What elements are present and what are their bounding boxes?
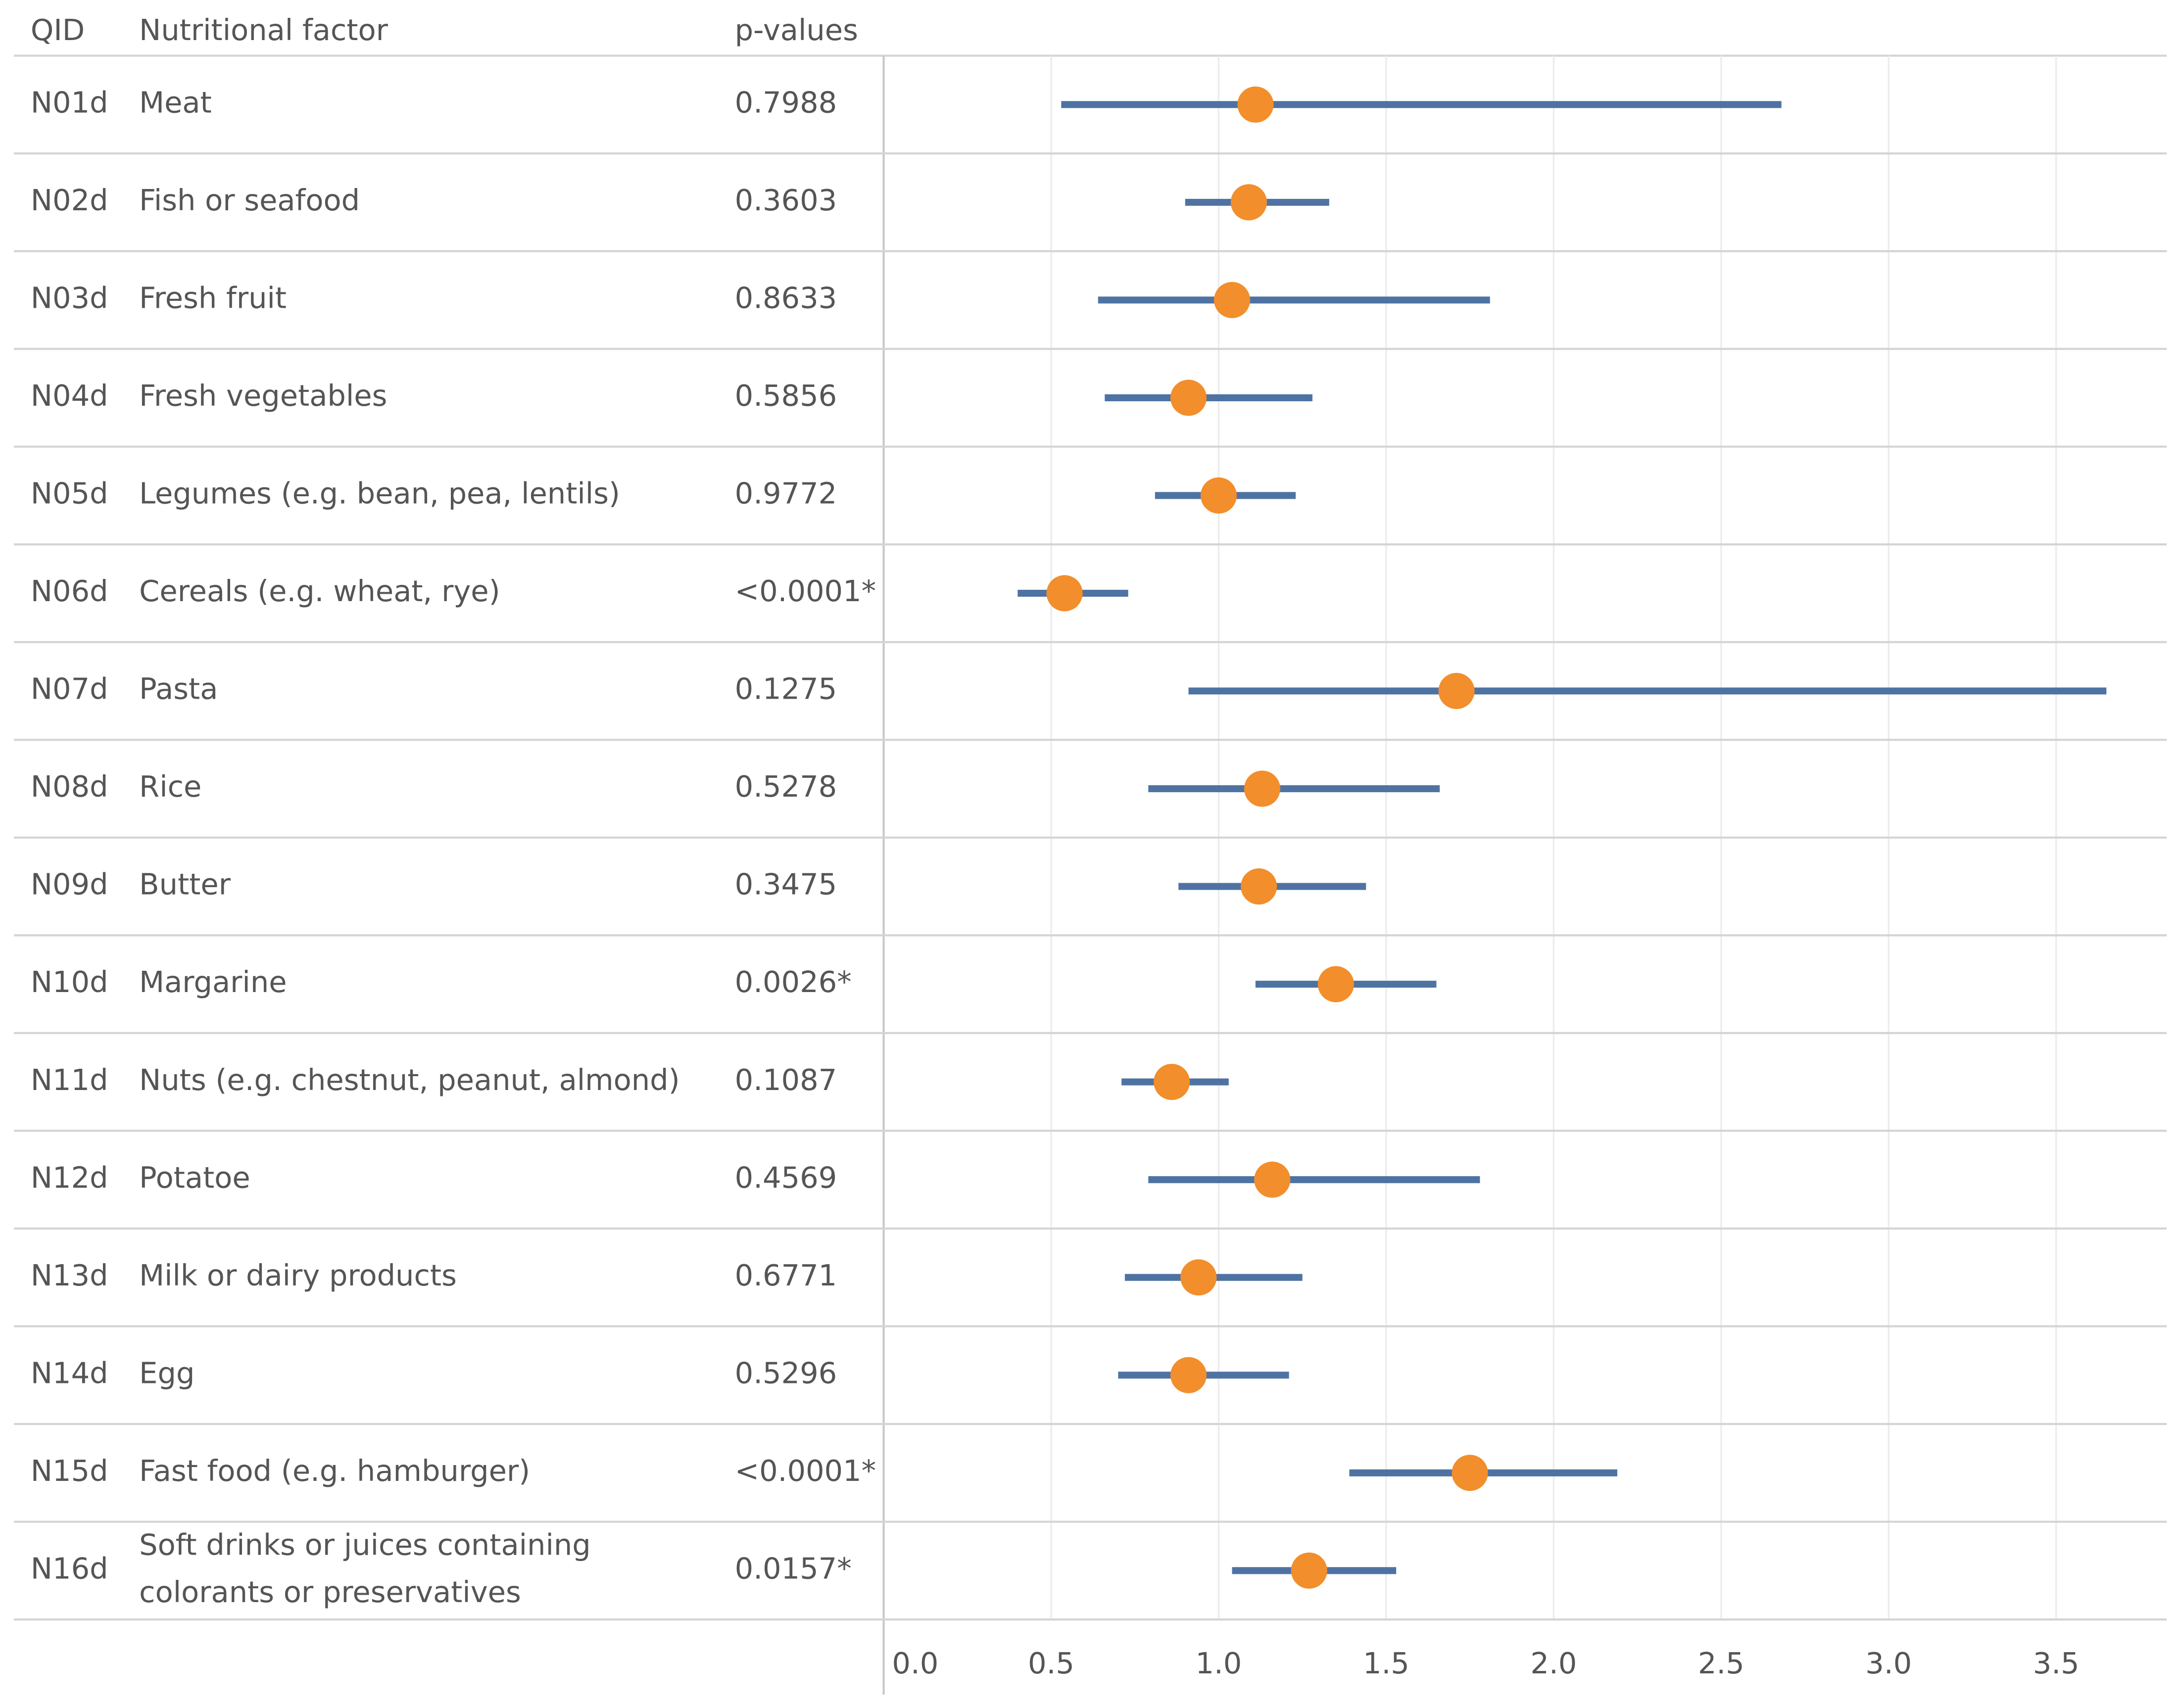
p-value: 0.3603 bbox=[735, 183, 837, 217]
x-tick-label: 3.0 bbox=[1865, 1646, 1912, 1680]
column-header: QID bbox=[31, 13, 85, 47]
column-header: Nutritional factor bbox=[139, 13, 388, 47]
p-value: 0.0157* bbox=[735, 1551, 852, 1585]
qid: N04d bbox=[31, 379, 108, 413]
point-estimate bbox=[1237, 86, 1274, 123]
qid: N05d bbox=[31, 476, 108, 511]
factor: Margarine bbox=[139, 965, 287, 999]
qid: N10d bbox=[31, 965, 108, 999]
qid: N13d bbox=[31, 1258, 108, 1292]
p-value: 0.8633 bbox=[735, 281, 837, 315]
p-value: 0.0026* bbox=[735, 965, 852, 999]
qid: N03d bbox=[31, 281, 108, 315]
qid: N11d bbox=[31, 1063, 108, 1097]
factor: Potatoe bbox=[139, 1160, 250, 1194]
x-tick-label: 0.5 bbox=[1028, 1646, 1074, 1680]
point-estimate bbox=[1154, 1064, 1190, 1100]
x-tick-label: 2.5 bbox=[1698, 1646, 1745, 1680]
point-estimate bbox=[1170, 1357, 1207, 1393]
column-header: p-values bbox=[735, 13, 858, 47]
x-tick-label: 0.0 bbox=[892, 1646, 938, 1680]
p-value: 0.5856 bbox=[735, 379, 837, 413]
point-estimate bbox=[1241, 868, 1277, 905]
point-estimate bbox=[1170, 380, 1207, 416]
point-estimate bbox=[1438, 672, 1475, 710]
qid: N07d bbox=[31, 672, 108, 706]
point-estimate bbox=[1244, 770, 1280, 807]
x-tick-label: 3.5 bbox=[2033, 1646, 2080, 1680]
factor: Legumes (e.g. bean, pea, lentils) bbox=[139, 476, 620, 511]
factor: Milk or dairy products bbox=[139, 1258, 457, 1292]
p-value: <0.0001* bbox=[735, 574, 876, 608]
point-estimate bbox=[1317, 966, 1354, 1002]
p-value: 0.5296 bbox=[735, 1356, 837, 1390]
p-value: 0.7988 bbox=[735, 85, 837, 119]
factor: Egg bbox=[139, 1356, 194, 1390]
qid: N14d bbox=[31, 1356, 108, 1390]
qid: N16d bbox=[31, 1551, 108, 1585]
point-estimate bbox=[1200, 477, 1237, 514]
point-estimate bbox=[1254, 1161, 1291, 1198]
factor: Butter bbox=[139, 867, 231, 901]
qid: N15d bbox=[31, 1454, 108, 1488]
factor: Rice bbox=[139, 769, 201, 804]
point-estimate bbox=[1452, 1455, 1488, 1491]
point-estimate bbox=[1230, 184, 1267, 221]
x-tick-label: 1.5 bbox=[1363, 1646, 1409, 1680]
factor: Soft drinks or juices containing coloran… bbox=[139, 1528, 600, 1610]
factor: Cereals (e.g. wheat, rye) bbox=[139, 574, 500, 608]
x-tick-label: 2.0 bbox=[1530, 1646, 1577, 1680]
factor: Meat bbox=[139, 85, 212, 119]
qid: N12d bbox=[31, 1160, 108, 1194]
point-estimate bbox=[1046, 575, 1083, 612]
factor: Fresh vegetables bbox=[139, 379, 387, 413]
p-value: <0.0001* bbox=[735, 1454, 876, 1488]
qid: N02d bbox=[31, 183, 108, 217]
point-estimate bbox=[1213, 282, 1251, 318]
p-value: 0.9772 bbox=[735, 476, 837, 511]
qid: N06d bbox=[31, 574, 108, 608]
point-estimate bbox=[1180, 1259, 1217, 1296]
qid: N08d bbox=[31, 769, 108, 804]
factor: Pasta bbox=[139, 672, 218, 706]
p-value: 0.6771 bbox=[735, 1258, 837, 1292]
factor: Fresh fruit bbox=[139, 281, 287, 315]
p-value: 0.3475 bbox=[735, 867, 837, 901]
factor: Fish or seafood bbox=[139, 183, 360, 217]
p-value: 0.5278 bbox=[735, 769, 837, 804]
factor: Fast food (e.g. hamburger) bbox=[139, 1454, 530, 1488]
p-value: 0.4569 bbox=[735, 1160, 837, 1194]
point-estimate bbox=[1291, 1552, 1327, 1589]
qid: N09d bbox=[31, 867, 108, 901]
x-tick-label: 1.0 bbox=[1195, 1646, 1242, 1680]
qid: N01d bbox=[31, 85, 108, 119]
factor: Nuts (e.g. chestnut, peanut, almond) bbox=[139, 1063, 680, 1097]
p-value: 0.1087 bbox=[735, 1063, 837, 1097]
p-value: 0.1275 bbox=[735, 672, 837, 706]
